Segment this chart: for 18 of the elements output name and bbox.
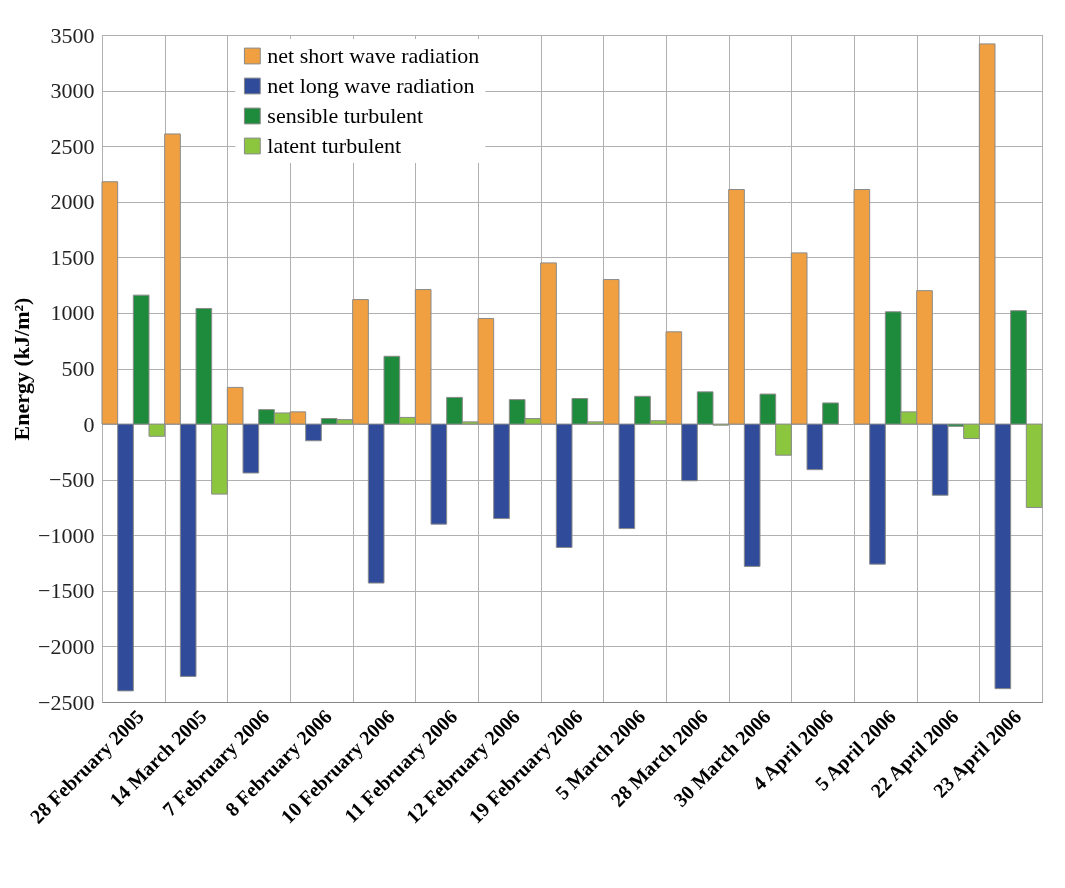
y-axis-title: Energy (kJ/m²) — [9, 297, 35, 441]
legend-label: net long wave radiation — [267, 73, 475, 98]
y-tick-label: −500 — [49, 467, 95, 493]
legend-label: net short wave radiation — [267, 43, 480, 68]
y-tick-label: −1500 — [38, 578, 95, 604]
legend-label: latent turbulent — [267, 133, 402, 158]
y-tick-label: 1000 — [50, 300, 95, 326]
y-tick-label: 1500 — [50, 244, 95, 270]
y-tick-label: 2500 — [50, 133, 95, 159]
y-tick-label: 3000 — [50, 78, 95, 104]
y-tick-label: 2000 — [50, 189, 95, 215]
y-tick-label: −2000 — [38, 633, 95, 659]
y-tick-label: 3500 — [50, 22, 95, 48]
y-tick-label: 500 — [61, 356, 95, 381]
y-tick-label: −2500 — [38, 689, 95, 715]
y-tick-label: −1000 — [38, 522, 95, 548]
y-tick-label: 0 — [83, 411, 95, 437]
legend-label: sensible turbulent — [267, 103, 424, 128]
